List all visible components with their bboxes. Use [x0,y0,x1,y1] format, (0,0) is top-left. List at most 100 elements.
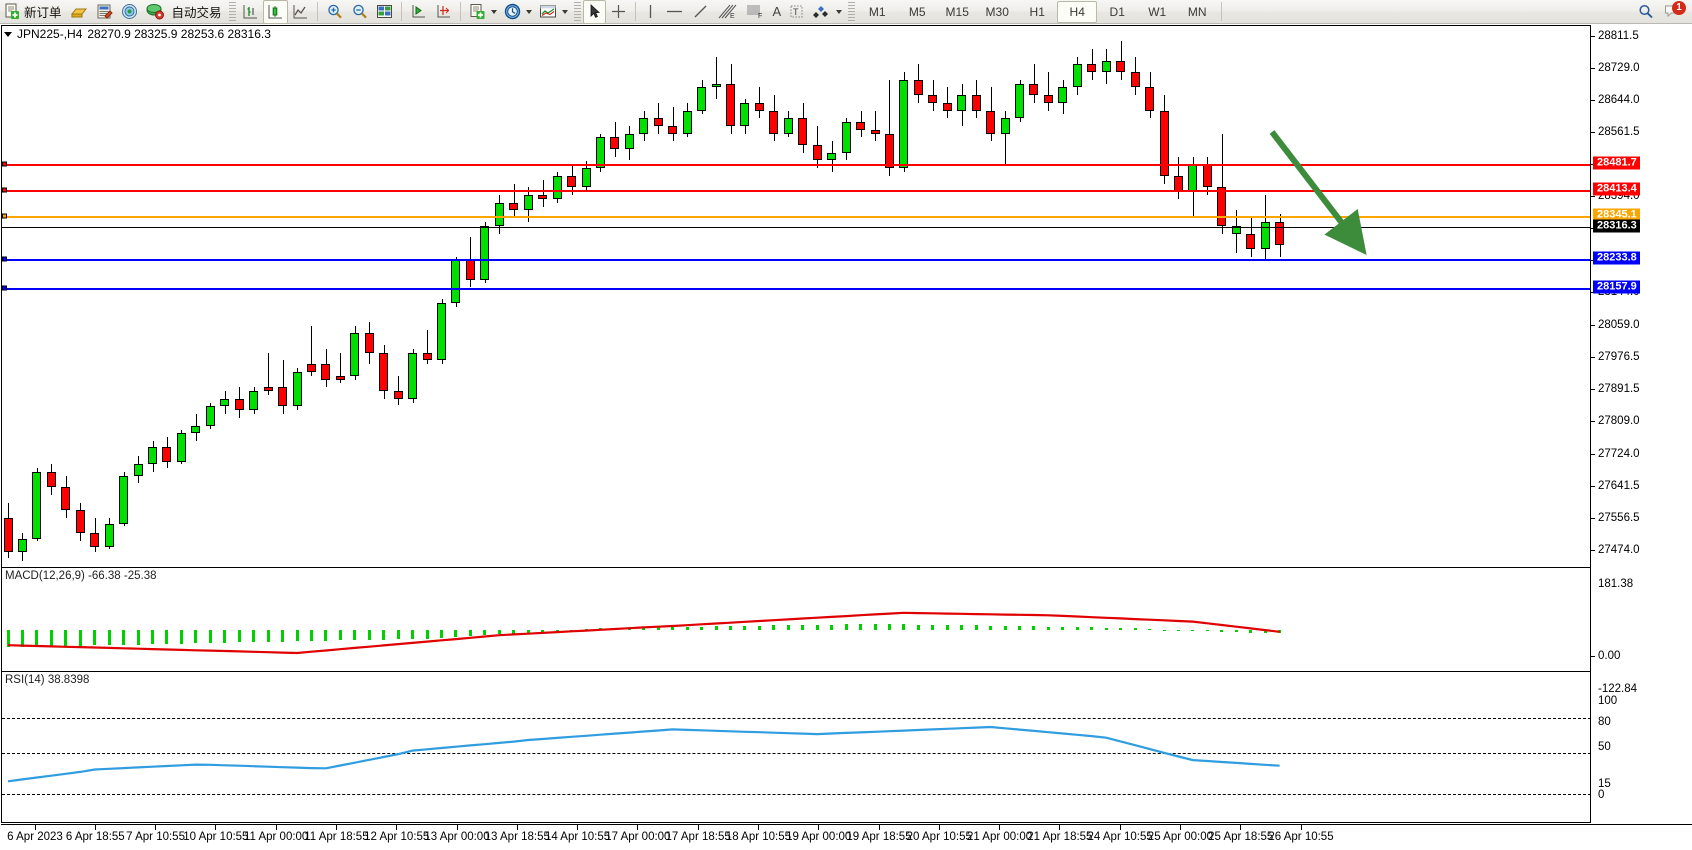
text-button[interactable]: A [769,0,786,24]
period-button[interactable] [500,0,525,24]
macd-histogram-bar [1176,630,1180,632]
auto-trading-button[interactable]: 自动交易 [168,0,226,24]
time-axis[interactable]: 6 Apr 2023 6 Apr 18:55 7 Apr 10:55 10 Apr 1… [1,824,1692,850]
svg-text:E: E [730,13,735,20]
equidistant-channel-button[interactable]: E [713,0,741,24]
price-level-handle[interactable] [2,213,7,219]
horizontal-line-icon [665,3,684,20]
add-indicator-icon [469,3,486,20]
search-button[interactable] [1633,0,1659,24]
price-level-badge-current-price[interactable]: 28316.3 [1593,219,1640,233]
timeframe-button-m1[interactable]: M1 [868,4,886,19]
add-indicator-dropdown-caret[interactable] [490,9,497,14]
timeframe-button-mn[interactable]: MN [1187,4,1207,19]
market-button[interactable] [142,0,168,24]
price-level-line-pivot[interactable] [2,216,1591,219]
candle-body [133,464,143,476]
timeframe-button-w1[interactable]: W1 [1148,4,1167,19]
templates-button[interactable] [535,0,561,24]
macd-histogram-bar [1018,626,1021,631]
period-dropdown-caret[interactable] [525,9,532,14]
timeframe-button-h4[interactable]: H4 [1057,0,1098,23]
price-level-handle[interactable] [2,161,7,167]
chart-shift-button[interactable] [431,0,456,24]
price-level-line-resistance[interactable] [2,189,1591,192]
rsi-axis-label: 100 [1598,695,1618,707]
price-level-lines[interactable] [2,26,1591,564]
candle-body [552,175,562,199]
templates-dropdown-caret[interactable] [561,9,568,14]
shapes-button[interactable] [808,0,835,24]
price-level-handle[interactable] [2,285,7,291]
macd-histogram-bar [382,630,386,640]
price-level-line-support[interactable] [2,288,1591,291]
macd-histogram-bar [757,625,761,631]
candle-body [437,302,446,361]
line-chart-button[interactable] [288,0,313,24]
vertical-line-icon [644,3,657,20]
rsi-axis-label: 0 [1598,789,1605,801]
macd-histogram-bar [541,630,545,632]
trend-arrow-annotation[interactable] [2,26,1591,564]
zoom-in-button[interactable] [322,0,347,24]
timeframe-button-m5[interactable]: M5 [908,4,926,19]
toolbar-grip-charts[interactable] [228,2,236,21]
fibonacci-button[interactable]: F [741,0,769,24]
add-indicator-button[interactable] [465,0,490,24]
horizontal-line-button[interactable] [661,0,688,24]
candle-wick [1222,133,1223,234]
price-axis[interactable]: 28811.528729.028644.028561.528479.028394… [1590,25,1692,823]
candlestick-chart-button[interactable] [262,0,288,24]
text-label-button[interactable]: T [785,0,808,24]
new-order-label: 新订单 [24,6,62,20]
toolbar-grip-periods[interactable] [848,2,856,21]
bar-chart-button[interactable] [238,0,263,24]
time-tick [1059,825,1061,830]
text-icon: A [772,4,782,19]
price-level-line-current-price[interactable] [2,227,1591,229]
macd-histogram-bar [396,630,400,640]
terminal-button[interactable] [92,0,117,24]
zoom-out-button[interactable] [347,0,372,24]
rsi-line [7,725,1280,783]
cursor-button[interactable] [582,0,606,24]
price-level-handle[interactable] [2,187,7,193]
arrow-icon [1269,130,1367,256]
shapes-dropdown-caret[interactable] [836,9,843,14]
candle-body [335,375,345,380]
gold-bar-button[interactable] [66,0,92,24]
candle-body [1231,225,1241,234]
timeframe-button-h1[interactable]: H1 [1029,4,1045,19]
price-level-handle[interactable] [2,256,7,262]
time-tick [577,825,579,830]
data-window-button[interactable] [372,0,397,24]
price-level-badge-pivot[interactable]: 28345.1 [1593,208,1640,222]
signals-button[interactable] [117,0,142,24]
chart-collapse-caret[interactable] [4,31,12,37]
trendline-button[interactable] [688,0,713,24]
toolbar-grip-tools[interactable] [573,2,581,21]
price-level-badge-resistance[interactable]: 28481.7 [1593,156,1640,170]
price-level-line-support[interactable] [2,258,1591,261]
chart-window[interactable]: JPN225-,H4 28270.9 28325.9 28253.6 28316… [0,24,1692,850]
price-level-badge-support[interactable]: 28233.8 [1593,251,1640,265]
vertical-line-button[interactable] [640,0,661,24]
macd-panel [2,567,1591,668]
notifications-button[interactable]: 1 [1659,0,1686,24]
candle-body [104,523,114,547]
price-level-badge-support[interactable]: 28157.9 [1593,280,1640,294]
price-level-line-resistance[interactable] [2,163,1591,166]
candle-body [942,102,952,111]
candle-body [1145,87,1155,111]
new-order-button[interactable]: 新订单 [0,0,66,24]
price-tick-label: 28811.5 [1598,29,1639,42]
equidistant-channel-icon: E [717,3,737,20]
price-level-badge-resistance[interactable]: 28413.4 [1593,182,1640,196]
crosshair-button[interactable] [606,0,631,24]
price-tick-label: 27809.0 [1598,415,1640,428]
auto-scroll-button[interactable] [406,0,431,24]
trendline-icon [692,3,709,20]
timeframe-button-m15[interactable]: M15 [945,4,969,19]
timeframe-button-d1[interactable]: D1 [1109,4,1125,19]
timeframe-button-m30[interactable]: M30 [985,4,1009,19]
